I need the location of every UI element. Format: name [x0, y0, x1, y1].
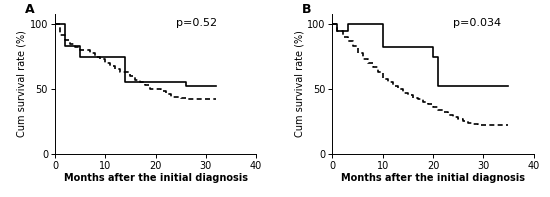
- Text: p=0.52: p=0.52: [175, 18, 217, 28]
- Text: p=0.034: p=0.034: [453, 18, 501, 28]
- Text: B: B: [302, 3, 312, 16]
- Y-axis label: Cum survival rate (%): Cum survival rate (%): [17, 30, 27, 137]
- Text: A: A: [25, 3, 35, 16]
- X-axis label: Months after the initial diagnosis: Months after the initial diagnosis: [64, 173, 248, 183]
- Y-axis label: Cum survival rate (%): Cum survival rate (%): [294, 30, 304, 137]
- X-axis label: Months after the initial diagnosis: Months after the initial diagnosis: [341, 173, 525, 183]
